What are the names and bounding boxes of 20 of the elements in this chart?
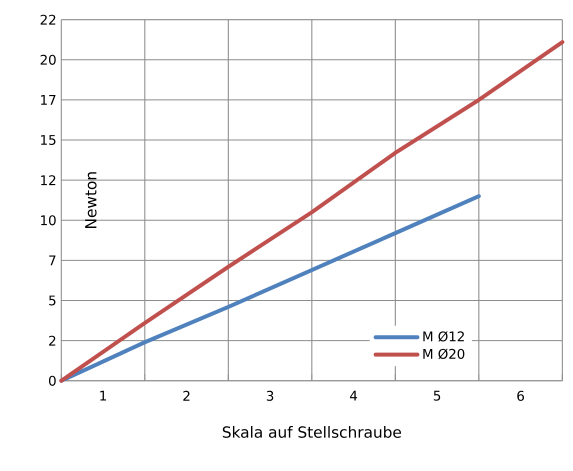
x-tick-label: 6 [517,390,524,402]
y-tick-label: 17 [41,95,56,105]
x-tick-label: 3 [266,390,274,402]
y-tick-label: 10 [41,215,56,226]
y-tick-label: 15 [41,135,56,146]
y-tick-label: 0 [48,376,56,386]
x-tick-label: 5 [434,390,440,401]
y-axis-title: Newton [85,172,97,228]
x-tick-label: 2 [183,390,190,401]
legend-label: M Ø12 [423,331,464,342]
y-tick-label: 7 [49,256,56,266]
y-tick-label: 12 [41,175,56,186]
x-tick-label: 4 [350,390,358,401]
y-tick-label: 5 [49,296,56,306]
x-tick-label: 1 [100,390,106,401]
y-tick-label: 22 [40,14,56,25]
x-axis-title: Skala auf Stellschraube [222,426,402,438]
y-tick-label: 2 [49,336,56,346]
y-tick-label: 20 [40,54,56,65]
legend-label: M Ø20 [423,348,464,360]
